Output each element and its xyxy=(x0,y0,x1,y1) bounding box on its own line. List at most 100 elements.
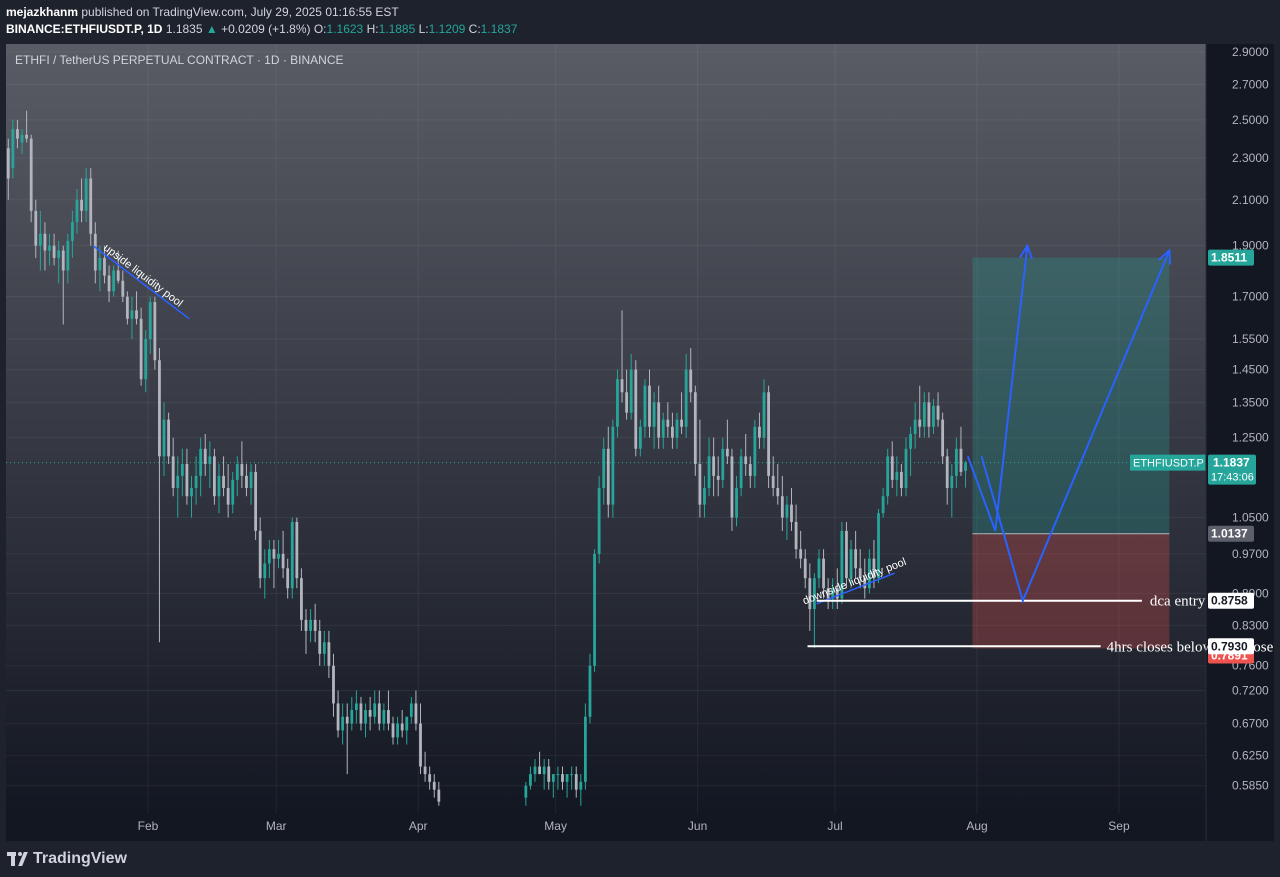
candle-body xyxy=(180,464,184,476)
candle xyxy=(6,138,10,200)
candle-body xyxy=(75,199,79,223)
candle-body xyxy=(964,462,967,471)
candle-body xyxy=(309,619,312,631)
candle-body xyxy=(327,642,331,666)
candle-body xyxy=(872,558,876,579)
candle-body xyxy=(671,426,674,438)
candle xyxy=(680,392,683,434)
candle xyxy=(57,240,61,284)
candle xyxy=(231,471,235,514)
price-tick-label: 2.9000 xyxy=(1232,45,1269,59)
price-tick-label: 0.6700 xyxy=(1232,717,1269,731)
current-price-badge: ETHFIUSDT.P 1.1837 17:43:06 xyxy=(1130,454,1256,485)
candle-body xyxy=(61,250,65,271)
candle-body xyxy=(34,210,38,246)
candle xyxy=(135,291,138,325)
candle xyxy=(84,168,88,223)
candle xyxy=(364,703,367,738)
price-axis[interactable]: 2.9000 2.7000 2.5000 2.3000 2.1000 1.9000 1.70… xyxy=(1130,45,1269,793)
candle-body xyxy=(602,448,606,488)
candle-body xyxy=(112,270,116,292)
candle xyxy=(130,296,134,340)
candle xyxy=(817,549,821,589)
candle-body xyxy=(890,456,894,480)
time-tick-label: Jun xyxy=(688,819,707,833)
time-axis[interactable]: Feb Mar Apr May Jun Jul Aug Sep xyxy=(138,819,1130,833)
candle-body xyxy=(396,723,400,738)
candle-body xyxy=(735,487,738,518)
candle xyxy=(794,504,798,559)
candle-body xyxy=(767,392,770,476)
candle xyxy=(153,296,157,370)
candle-body xyxy=(428,774,432,782)
candle-body xyxy=(854,549,858,569)
candle-body xyxy=(167,419,170,457)
chart-area[interactable]: upside liquidity pool downside liquidity … xyxy=(6,44,1274,841)
candle xyxy=(75,189,79,234)
candle-body xyxy=(226,487,230,505)
candle-body xyxy=(835,588,839,599)
tradingview-logo[interactable]: TradingView xyxy=(7,850,127,868)
candle-body xyxy=(98,257,102,271)
candle xyxy=(574,766,578,798)
candle-body xyxy=(803,558,807,579)
candle xyxy=(954,437,958,488)
entry-price-badge-text: 1.0137 xyxy=(1211,527,1248,541)
candle-body xyxy=(684,369,688,427)
candle xyxy=(638,419,642,457)
candle-body xyxy=(318,630,322,654)
candle xyxy=(235,456,239,497)
close-label: C: xyxy=(468,22,481,36)
stop-loss-zone xyxy=(972,533,1170,649)
candle-body xyxy=(716,475,720,480)
candle xyxy=(547,759,551,790)
candle xyxy=(80,178,83,223)
candle xyxy=(877,508,880,584)
author-name[interactable]: mejazkhanm xyxy=(6,5,79,19)
candle-body xyxy=(551,774,555,782)
candle xyxy=(359,696,363,731)
candle-body xyxy=(808,578,812,610)
candle xyxy=(602,437,606,505)
candle xyxy=(286,558,290,599)
candle xyxy=(542,759,546,790)
candle-body xyxy=(565,774,569,782)
candle-body xyxy=(638,426,642,449)
candle-body xyxy=(785,504,789,518)
candle-body xyxy=(652,402,656,427)
candle-body xyxy=(725,448,729,457)
candle xyxy=(661,412,665,449)
candle xyxy=(254,464,258,540)
candle xyxy=(799,530,803,569)
line-price-badge-text: 0.8758 xyxy=(1211,594,1248,608)
price-tick-label: 1.3500 xyxy=(1232,395,1269,409)
candle-body xyxy=(790,504,793,522)
publication-header: mejazkhanm published on TradingView.com,… xyxy=(0,0,1280,44)
candle-body xyxy=(176,475,180,488)
candle xyxy=(831,578,835,610)
candle-body xyxy=(11,129,15,169)
candle-body xyxy=(744,456,748,465)
candle xyxy=(780,475,784,531)
publish-info: mejazkhanm published on TradingView.com,… xyxy=(6,5,399,19)
candle-body xyxy=(547,766,551,782)
candle xyxy=(716,456,720,497)
candle-body xyxy=(6,148,10,179)
price-tick-label: 2.1000 xyxy=(1232,193,1269,207)
candle-body xyxy=(144,339,148,380)
candle-body xyxy=(345,716,349,724)
price-tick-label: 0.6250 xyxy=(1232,748,1269,762)
candle-body xyxy=(867,558,871,589)
candle xyxy=(698,419,702,518)
footer: TradingView xyxy=(0,841,1280,877)
candle xyxy=(258,517,262,589)
candle-body xyxy=(817,558,821,579)
candle-body xyxy=(199,448,203,476)
candle xyxy=(671,412,674,449)
candle xyxy=(71,210,74,258)
candle-body xyxy=(25,134,29,139)
candle-body xyxy=(57,250,61,258)
projection-path xyxy=(966,245,1029,532)
candle xyxy=(904,437,908,497)
